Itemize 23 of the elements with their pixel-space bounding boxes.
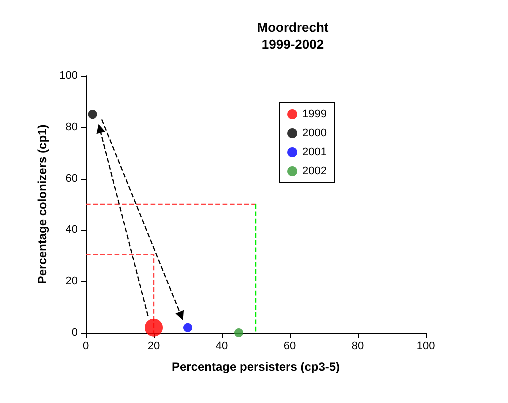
y-tick-label: 60 xyxy=(66,172,78,185)
x-tick-label: 100 xyxy=(416,340,436,352)
point xyxy=(145,318,163,337)
y-tick-label: 80 xyxy=(66,121,78,134)
x-tick-label: 80 xyxy=(352,340,364,352)
y-tick-label: 100 xyxy=(60,70,78,82)
y-axis-title: Percentage colonizers (cp1) xyxy=(36,124,50,284)
y-tick-label: 0 xyxy=(72,327,78,339)
y-tick-label: 20 xyxy=(66,276,78,288)
point xyxy=(234,328,244,338)
x-tick-label: 40 xyxy=(216,340,228,352)
legend-label: 2000 xyxy=(302,128,328,140)
chart-title: Moordrecht 1999-2002 xyxy=(257,20,330,52)
x-tick-label: 0 xyxy=(82,340,90,352)
y-tick-label: 40 xyxy=(66,224,78,236)
legend-label: 2001 xyxy=(302,146,328,158)
legend-label: 1999 xyxy=(302,108,328,120)
legend-label: 2002 xyxy=(302,166,328,178)
point xyxy=(88,110,98,120)
x-axis-title: Percentage persisters (cp3-5) xyxy=(172,360,340,374)
x-tick-label: 60 xyxy=(284,340,296,352)
point xyxy=(184,323,192,332)
x-tick-label: 20 xyxy=(148,340,160,352)
